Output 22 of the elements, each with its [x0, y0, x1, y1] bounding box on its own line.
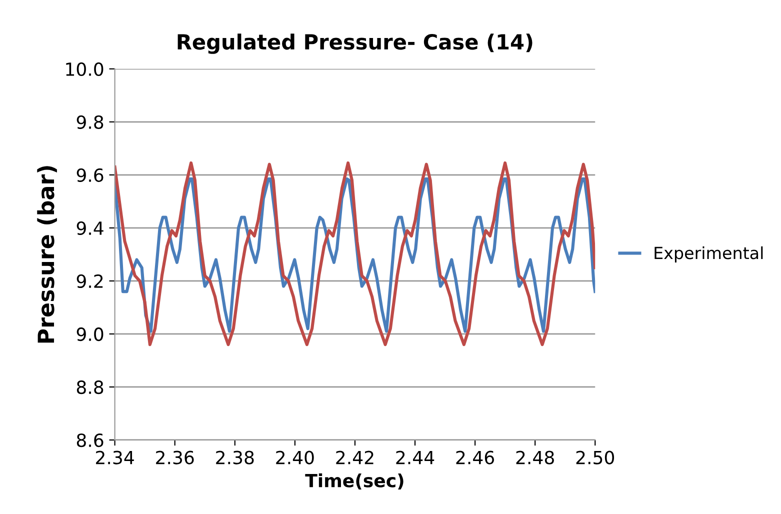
x-axis-title: Time(sec)	[305, 473, 404, 490]
chart-title: Regulated Pressure- Case (14)	[178, 34, 532, 54]
y-tick-label: 9.6	[76, 168, 104, 182]
y-tick-label: 9.2	[76, 274, 103, 288]
x-tick-label: 2.38	[216, 450, 254, 464]
x-tick-label: 2.36	[156, 450, 194, 464]
y-axis-title: Pressure (bar)	[37, 166, 57, 343]
y-tick-label: 8.6	[76, 433, 104, 448]
x-tick-label: 2.48	[516, 450, 554, 464]
x-tick-label: 2.42	[336, 450, 374, 464]
y-tick-label: 10.0	[66, 62, 104, 76]
legend-label: Experimental	[654, 246, 763, 262]
y-tick-label: 9.4	[76, 221, 104, 236]
x-tick-label: 2.34	[96, 450, 134, 464]
x-tick-label: 2.44	[396, 450, 434, 464]
x-tick-label: 2.46	[456, 450, 494, 464]
x-tick-label: 2.50	[576, 450, 614, 464]
line-series	[114, 161, 596, 346]
y-tick-label: 8.8	[76, 380, 104, 394]
y-tick-label: 9.8	[76, 115, 104, 130]
y-tick-label: 9.0	[76, 327, 104, 342]
x-tick-label: 2.40	[276, 450, 314, 464]
